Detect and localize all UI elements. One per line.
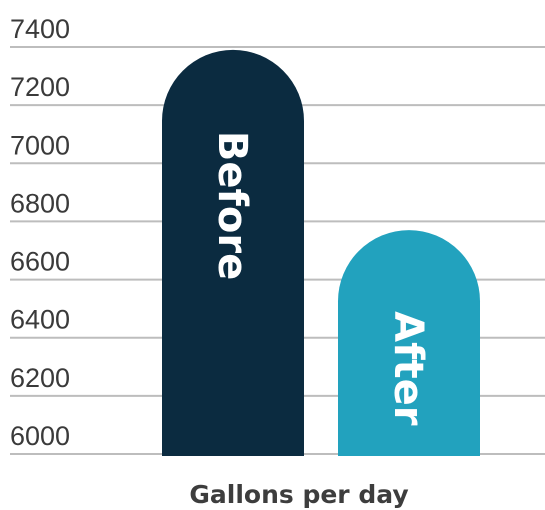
y-tick-label: 6200 [10,363,70,393]
bar-label-before: Before [209,131,255,280]
bar-labels: Before After [209,131,431,426]
bar-after [338,230,480,456]
bars [162,49,480,457]
y-tick-label: 7400 [10,14,70,44]
y-tick-label: 6800 [10,188,70,218]
bar-label-after: After [385,311,431,426]
y-tick-label: 7000 [10,130,70,160]
y-tick-label: 6400 [10,305,70,335]
y-axis-tick-labels: 7400 7200 7000 6800 6600 6400 6200 6000 [10,14,70,451]
x-axis-title: Gallons per day [189,480,408,509]
bar-before [162,49,304,457]
y-tick-label: 6600 [10,247,70,277]
y-tick-label: 7200 [10,72,70,102]
y-tick-label: 6000 [10,421,70,451]
